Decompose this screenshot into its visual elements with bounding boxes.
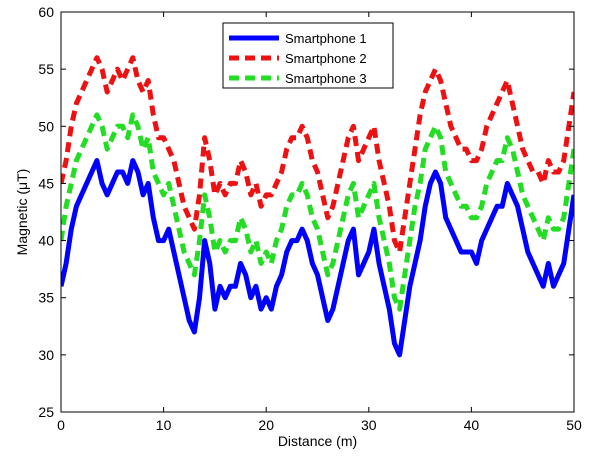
legend-label-smartphone-3: Smartphone 3	[285, 71, 367, 86]
x-tick-label: 30	[361, 417, 377, 433]
x-tick-label: 40	[464, 417, 480, 433]
y-tick-label: 55	[38, 61, 54, 77]
x-axis-label: Distance (m)	[278, 433, 357, 449]
axis-ticks: 0 10 20 30 40 50 25 30 35 40 45 50 55 60	[38, 4, 582, 433]
x-tick-label: 50	[566, 417, 582, 433]
y-tick-label: 60	[38, 4, 54, 20]
series-smartphone-1-line	[61, 158, 574, 358]
legend-label-smartphone-1: Smartphone 1	[285, 31, 367, 46]
x-tick-label: 0	[57, 417, 65, 433]
y-tick-label: 40	[38, 233, 54, 249]
legend-label-smartphone-2: Smartphone 2	[285, 51, 367, 66]
plot-area-frame	[60, 11, 575, 413]
legend: Smartphone 1 Smartphone 2 Smartphone 3	[222, 22, 394, 89]
y-tick-label: 30	[38, 347, 54, 363]
y-axis-label: Magnetic (μT)	[14, 169, 30, 256]
series-layer	[61, 55, 574, 358]
x-tick-label: 10	[156, 417, 172, 433]
y-tick-label: 45	[38, 175, 54, 191]
x-tick-label: 20	[258, 417, 274, 433]
series-smartphone-2-line	[61, 55, 574, 255]
y-tick-label: 25	[38, 404, 54, 420]
series-smartphone-3-line	[61, 112, 574, 312]
y-tick-label: 35	[38, 290, 54, 306]
y-tick-label: 50	[38, 118, 54, 134]
